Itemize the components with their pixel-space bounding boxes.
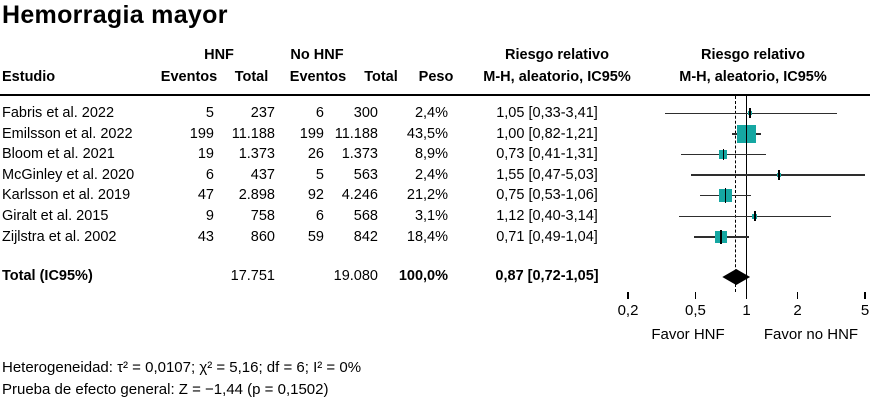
overall-effect-footnote: Prueba de efecto general: Z = −1,44 (p =… [2,381,329,398]
axis-tick-label: 0,5 [685,302,706,319]
hnf-total: 237 [250,105,275,121]
column-group-rr-plot: Riesgo relativo [701,47,805,63]
hnf-events: 5 [205,105,214,121]
table-row: Giralt et al. 2015 9 758 6 568 3,1% 1,12 [0,40… [0,206,870,227]
rr-estimate: 1,12 [0,40-3,14] [496,207,598,224]
axis-tick [796,292,799,299]
rr-estimate: 0,71 [0,49-1,04] [496,228,598,245]
total-weight: 100,0% [398,268,448,284]
favor-left-label: Favor HNF [651,326,725,343]
column-header-nohnf-events: Eventos [289,69,347,85]
hnf-total: 2.898 [238,187,275,204]
weight: 8,9% [414,146,448,163]
hnf-events: 9 [205,207,214,224]
weight: 43,5% [406,125,448,142]
axis-tick-label: 1 [742,302,751,319]
nohnf-events: 6 [315,207,324,224]
nohnf-total: 4.246 [341,187,378,204]
axis-tick [627,292,629,299]
column-header-rr-plot: M-H, aleatorio, IC95% [679,69,827,85]
table-row: McGinley et al. 2020 6 437 5 563 2,4% 1,55 [0,… [0,165,870,186]
column-header-weight: Peso [418,69,454,85]
total-hnf-total: 17.751 [230,268,275,284]
table-row: Bloom et al. 2021 19 1.373 26 1.373 8,9% 0,73 … [0,144,870,165]
nohnf-events: 92 [307,187,324,204]
hnf-total: 1.373 [238,146,275,163]
weight: 21,2% [406,187,448,204]
total-rr-text: 0,87 [0,72-1,05] [495,268,599,284]
nohnf-total: 11.188 [334,125,378,142]
axis-tick-label: 2 [793,302,802,319]
table-row: Emilsson et al. 2022 199 11.188 199 11.188 43… [0,124,870,145]
header-divider [0,94,870,96]
study-table-rows: Fabris et al. 2022 5 237 6 300 2,4% 1,05 [0,33… [0,103,870,247]
axis-tick-label: 5 [860,302,870,319]
study-name: Fabris et al. 2022 [2,105,115,121]
hnf-events: 47 [197,187,214,204]
study-name: McGinley et al. 2020 [2,166,135,183]
column-group-no-hnf: No HNF [290,47,344,63]
study-name: Zijlstra et al. 2002 [2,228,117,245]
hnf-total: 758 [250,207,275,224]
axis-tick [694,292,697,299]
nohnf-total: 568 [353,207,378,224]
hnf-total: 860 [250,228,275,245]
nohnf-events: 199 [299,125,324,142]
nohnf-total: 1.373 [341,146,378,163]
hnf-total: 437 [250,166,275,183]
rr-estimate: 1,55 [0,47-5,03] [496,166,598,183]
study-name: Giralt et al. 2015 [2,207,109,224]
column-group-hnf: HNF [204,47,234,63]
rr-estimate: 1,00 [0,82-1,21] [496,125,598,142]
axis-tick [864,292,866,299]
nohnf-events: 5 [315,166,324,183]
rr-estimate: 0,75 [0,53-1,06] [496,187,598,204]
rr-estimate: 0,73 [0,41-1,31] [496,146,598,163]
table-row: Karlsson et al. 2019 47 2.898 92 4.246 21,2% 0… [0,185,870,206]
study-name: Emilsson et al. 2022 [2,125,133,142]
column-header-hnf-events: Eventos [160,69,218,85]
hnf-events: 43 [197,228,214,245]
total-label: Total (IC95%) [2,268,93,284]
axis-tick-label: 0,2 [617,302,639,319]
nohnf-total: 300 [353,105,378,121]
hnf-total: 11.188 [231,125,275,142]
study-name: Karlsson et al. 2019 [2,187,131,204]
column-group-rr-text: Riesgo relativo [505,47,609,63]
page-title: Hemorragia mayor [2,1,228,29]
study-name: Bloom et al. 2021 [2,146,115,163]
heterogeneity-footnote: Heterogeneidad: τ² = 0,0107; χ² = 5,16; … [2,359,362,376]
axis-tick [745,292,748,299]
nohnf-events: 6 [315,105,324,121]
hnf-events: 199 [189,125,214,142]
favor-right-label: Favor no HNF [763,326,859,343]
hnf-events: 19 [197,146,214,163]
rr-estimate: 1,05 [0,33-3,41] [496,105,598,121]
nohnf-events: 26 [307,146,324,163]
total-nohnf-total: 19.080 [333,268,378,284]
table-row: Zijlstra et al. 2002 43 860 59 842 18,4% 0,71 … [0,227,870,248]
weight: 2,4% [414,166,448,183]
total-row: Total (IC95%) 17.751 19.080 100,0% 0,87 … [0,268,870,285]
column-header-nohnf-total: Total [364,69,398,85]
nohnf-total: 842 [353,228,378,245]
table-row: Fabris et al. 2022 5 237 6 300 2,4% 1,05 [0,33… [0,103,870,124]
column-header-rr-text: M-H, aleatorio, IC95% [483,69,631,85]
column-header-study: Estudio [2,69,56,85]
nohnf-total: 563 [353,166,378,183]
weight: 3,1% [414,207,448,224]
hnf-events: 6 [205,166,214,183]
weight: 2,4% [414,105,448,121]
column-header-hnf-total: Total [234,69,269,85]
nohnf-events: 59 [307,228,324,245]
weight: 18,4% [406,228,448,245]
